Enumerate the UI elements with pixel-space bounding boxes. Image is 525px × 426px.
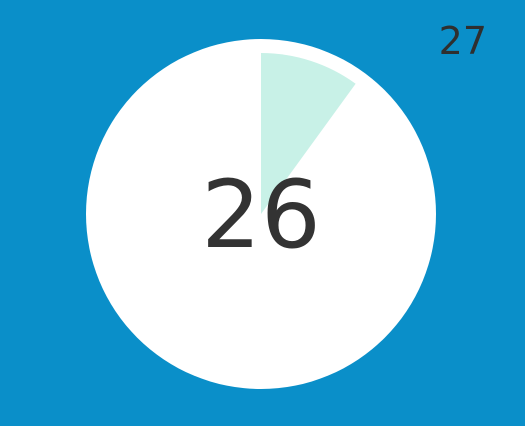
next-number-label: 27 <box>438 19 487 63</box>
countdown-dial-graphic <box>86 39 436 389</box>
progress-wedge <box>261 53 356 214</box>
current-number: 26 <box>201 161 321 270</box>
countdown-dial <box>86 38 436 390</box>
